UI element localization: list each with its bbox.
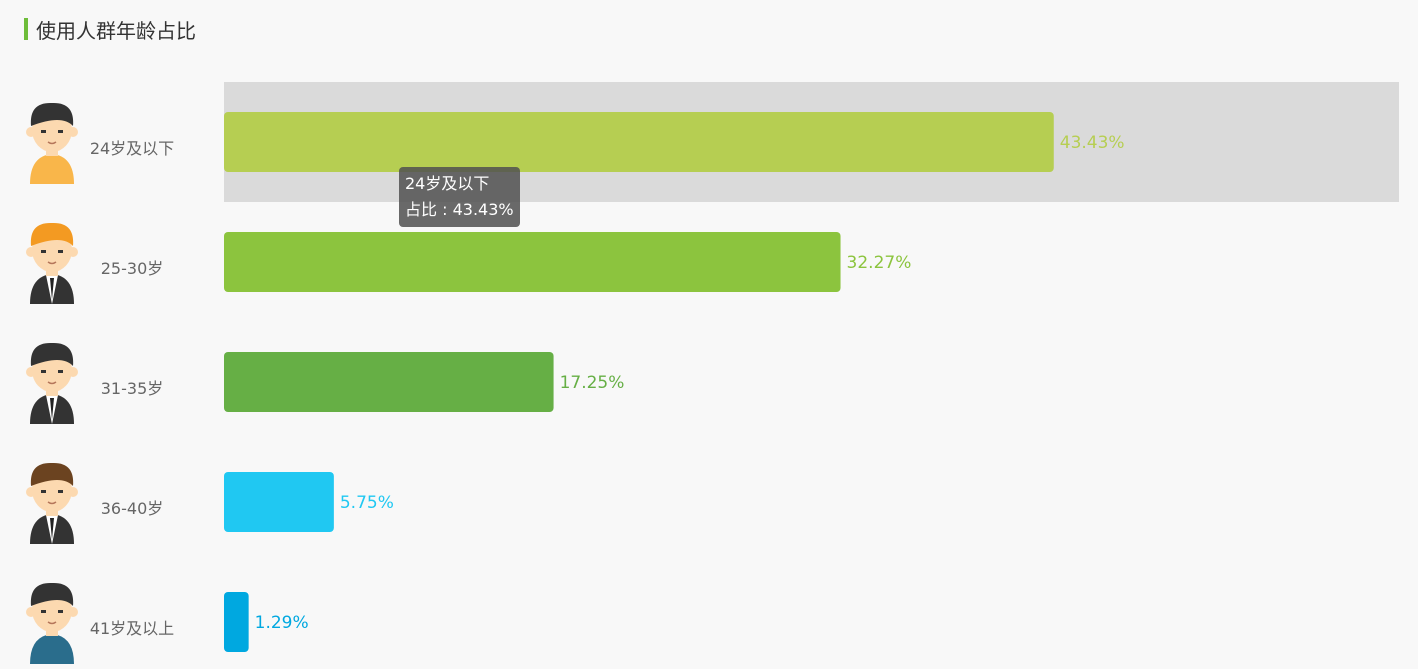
- tooltip-separator: :: [442, 200, 453, 219]
- category-label: 31-35岁: [101, 379, 164, 398]
- chart-title: 使用人群年龄占比: [36, 18, 196, 43]
- value-label: 1.29%: [255, 613, 309, 633]
- title-accent-bar: [24, 18, 28, 40]
- tooltip-value: 43.43%: [452, 200, 514, 219]
- tooltip-category: 24岁及以下: [405, 174, 490, 193]
- man-mustache-suit-icon: [26, 462, 78, 544]
- bar: [224, 232, 841, 292]
- category-label: 25-30岁: [101, 259, 164, 278]
- tooltip-label: 占比: [405, 200, 438, 219]
- bar: [224, 592, 249, 652]
- bar: [224, 472, 334, 532]
- category-label: 41岁及以上: [90, 619, 174, 638]
- chart-tooltip: 24岁及以下 占比 : 43.43%: [399, 167, 520, 227]
- bar: [224, 352, 554, 412]
- value-label: 5.75%: [340, 493, 394, 513]
- category-label: 24岁及以下: [90, 139, 174, 158]
- young-man-yellow-shirt-icon: [26, 102, 78, 184]
- value-label: 32.27%: [847, 253, 912, 273]
- man-black-suit-icon: [26, 342, 78, 424]
- older-man-blue-shirt-icon: [26, 582, 78, 664]
- tooltip-value-line: 占比 : 43.43%: [405, 197, 514, 223]
- value-label: 43.43%: [1060, 133, 1125, 153]
- category-label: 36-40岁: [101, 499, 164, 518]
- value-label: 17.25%: [560, 373, 625, 393]
- man-orange-hair-suit-icon: [26, 222, 78, 304]
- bar: [224, 112, 1054, 172]
- chart-title-bar: 使用人群年龄占比: [24, 16, 196, 43]
